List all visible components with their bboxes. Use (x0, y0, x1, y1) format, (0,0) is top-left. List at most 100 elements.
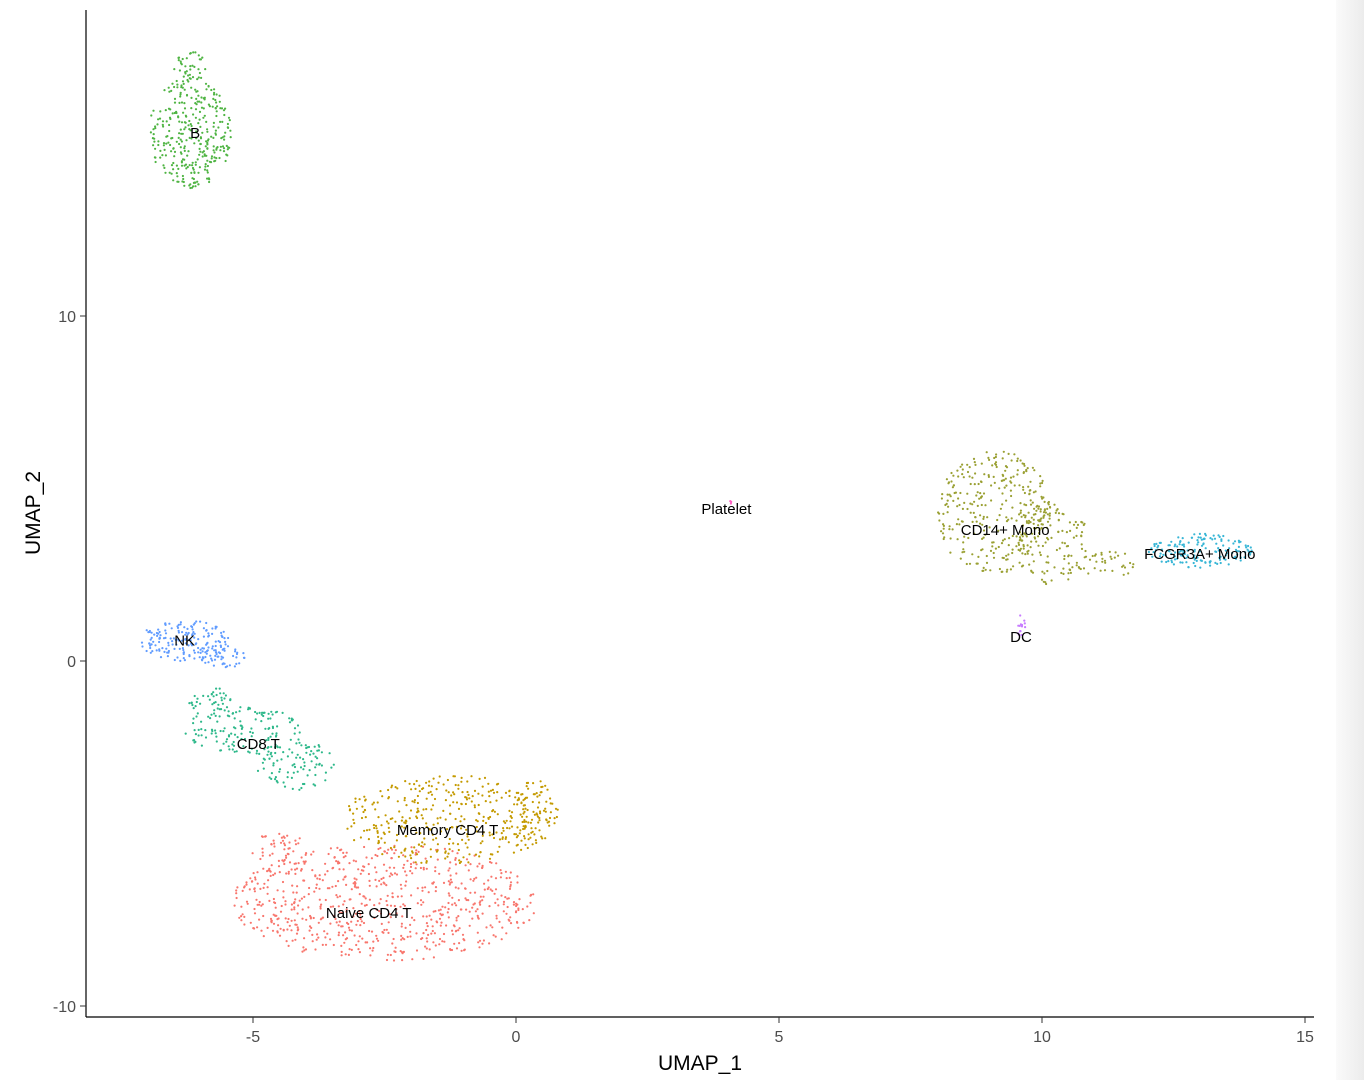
data-point (270, 843, 273, 846)
data-point (304, 744, 307, 747)
data-point (985, 554, 988, 558)
data-point (365, 829, 369, 832)
data-point (166, 135, 169, 138)
cluster-label: Platelet (701, 501, 752, 518)
data-point (522, 812, 525, 815)
data-point (216, 105, 219, 108)
data-point (205, 154, 208, 157)
data-point (307, 906, 310, 909)
data-point (203, 96, 206, 99)
data-point (190, 107, 193, 110)
data-point (211, 645, 214, 648)
data-point (420, 845, 423, 848)
data-point (453, 793, 456, 796)
data-point (243, 915, 246, 919)
data-point (1037, 507, 1040, 510)
data-point (505, 932, 508, 935)
data-point (338, 895, 342, 898)
data-point (1132, 563, 1135, 566)
data-point (437, 909, 440, 912)
data-point (404, 855, 407, 858)
data-point (204, 651, 207, 654)
data-point (251, 731, 254, 735)
data-point (275, 779, 278, 783)
data-point (969, 502, 972, 505)
data-point (1160, 560, 1163, 563)
data-point (395, 839, 398, 842)
data-point (523, 810, 526, 814)
data-point (1214, 550, 1217, 553)
data-point (425, 781, 428, 784)
data-point (193, 739, 196, 742)
data-point (980, 549, 983, 552)
data-point (510, 825, 514, 828)
data-point (1152, 551, 1155, 554)
data-point (370, 930, 374, 933)
data-point (262, 886, 265, 890)
data-point (363, 795, 366, 798)
data-point (436, 921, 439, 924)
data-point (1220, 539, 1223, 543)
data-point (947, 505, 950, 508)
data-point (153, 140, 156, 143)
data-point (269, 717, 272, 720)
data-point (200, 106, 204, 109)
data-point (462, 856, 465, 859)
data-point (409, 862, 413, 866)
data-point (389, 916, 392, 919)
data-point (227, 745, 230, 748)
data-point (532, 912, 535, 915)
data-point (269, 917, 273, 921)
data-point (150, 643, 153, 646)
data-point (274, 776, 277, 779)
data-point (311, 933, 314, 937)
data-point (454, 817, 457, 821)
data-point (1038, 551, 1041, 554)
data-point (348, 929, 351, 932)
data-point (277, 917, 280, 920)
data-point (223, 727, 226, 730)
data-point (464, 796, 467, 799)
data-point (215, 93, 218, 96)
data-point (367, 863, 370, 866)
data-point (979, 522, 982, 525)
data-point (293, 919, 296, 922)
data-point (177, 629, 180, 632)
data-point (353, 839, 356, 842)
data-point (175, 79, 178, 83)
data-point (530, 827, 533, 830)
data-point (942, 523, 945, 526)
data-point (1019, 511, 1022, 514)
data-point (1100, 553, 1103, 556)
data-point (354, 797, 357, 800)
data-point (338, 911, 341, 914)
data-point (317, 744, 320, 747)
data-point (400, 895, 403, 898)
data-point (1103, 559, 1107, 562)
data-point (193, 651, 196, 654)
data-point (389, 953, 392, 957)
data-point (1147, 550, 1150, 554)
data-point (516, 799, 519, 802)
data-point (494, 877, 498, 880)
data-point (283, 842, 286, 845)
data-point (239, 706, 242, 709)
data-point (374, 824, 378, 828)
cluster-label: DC (1010, 629, 1032, 646)
data-point (170, 137, 173, 140)
data-point (427, 784, 431, 787)
data-point (300, 744, 303, 747)
data-point (288, 841, 291, 844)
data-point (216, 720, 219, 723)
data-point (1007, 544, 1010, 547)
data-point (206, 177, 209, 180)
data-point (504, 837, 507, 841)
data-point (213, 712, 216, 715)
data-point (262, 711, 265, 715)
data-point (1017, 624, 1020, 627)
data-point (488, 834, 491, 837)
data-point (447, 907, 450, 911)
data-point (1170, 561, 1174, 564)
data-point (1016, 469, 1019, 472)
data-point (1114, 551, 1117, 554)
